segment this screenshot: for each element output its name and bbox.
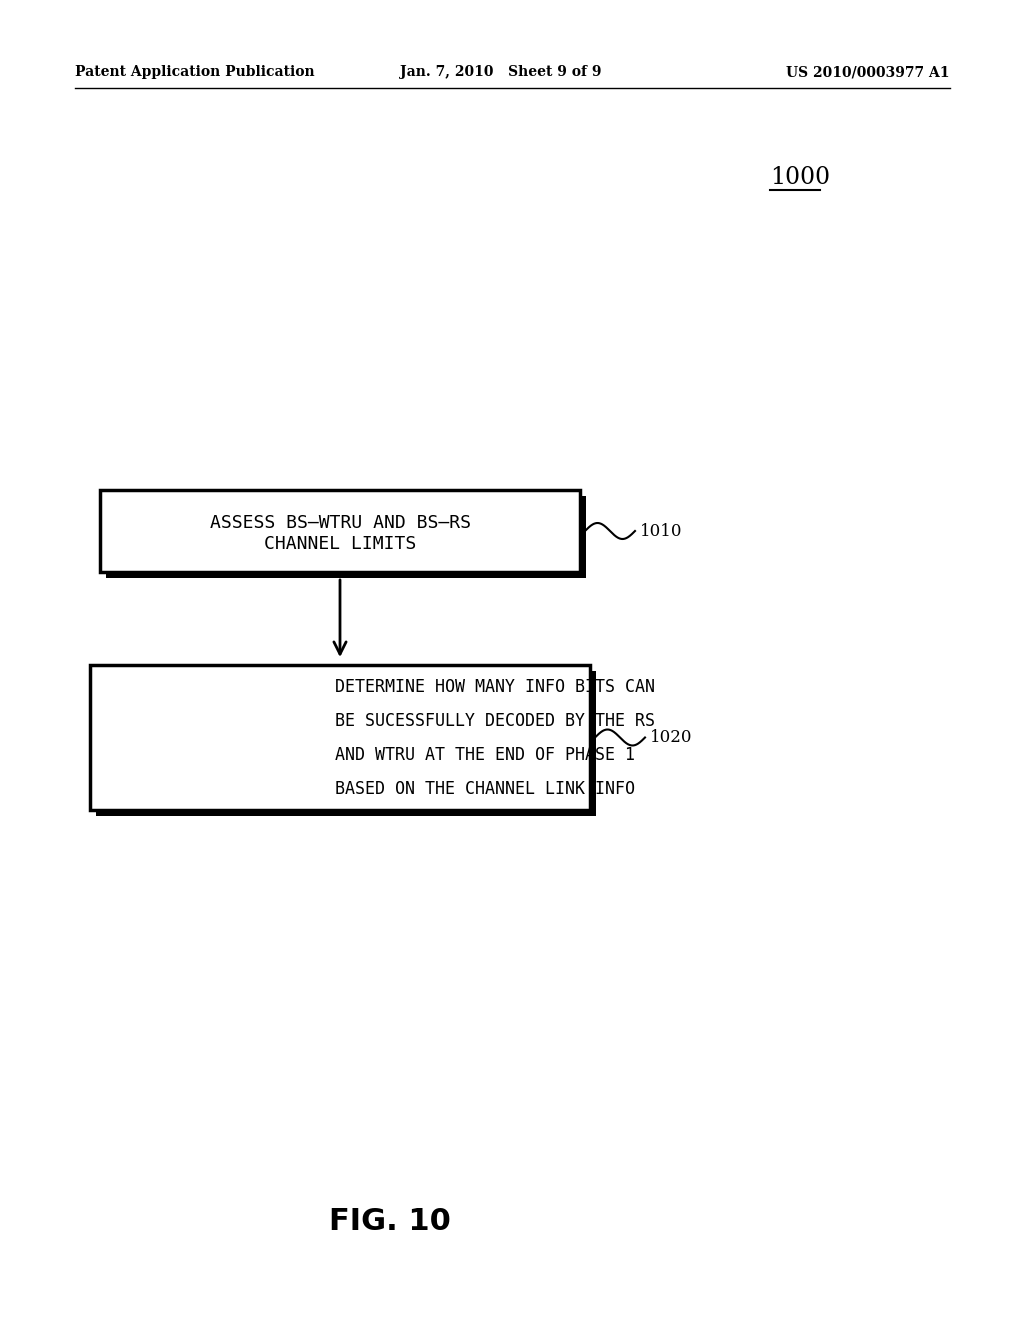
Text: FIG. 10: FIG. 10: [329, 1208, 451, 1237]
Text: CHANNEL LIMITS: CHANNEL LIMITS: [264, 535, 416, 553]
Text: BE SUCESSFULLY DECODED BY THE RS: BE SUCESSFULLY DECODED BY THE RS: [335, 711, 655, 730]
Bar: [106, 496, 586, 578]
Text: Jan. 7, 2010   Sheet 9 of 9: Jan. 7, 2010 Sheet 9 of 9: [400, 65, 601, 79]
Bar: [96, 671, 596, 816]
Text: ASSESS BS–WTRU AND BS–RS: ASSESS BS–WTRU AND BS–RS: [210, 513, 470, 532]
Text: BASED ON THE CHANNEL LINK INFO: BASED ON THE CHANNEL LINK INFO: [335, 780, 635, 797]
Text: 1000: 1000: [770, 166, 830, 190]
Bar: [100, 490, 580, 572]
Text: 1020: 1020: [650, 729, 692, 746]
Bar: [90, 665, 590, 810]
Text: Patent Application Publication: Patent Application Publication: [75, 65, 314, 79]
Text: DETERMINE HOW MANY INFO BITS CAN: DETERMINE HOW MANY INFO BITS CAN: [335, 677, 655, 696]
Text: 1010: 1010: [640, 523, 683, 540]
Text: US 2010/0003977 A1: US 2010/0003977 A1: [786, 65, 950, 79]
Text: AND WTRU AT THE END OF PHASE 1: AND WTRU AT THE END OF PHASE 1: [335, 746, 635, 763]
